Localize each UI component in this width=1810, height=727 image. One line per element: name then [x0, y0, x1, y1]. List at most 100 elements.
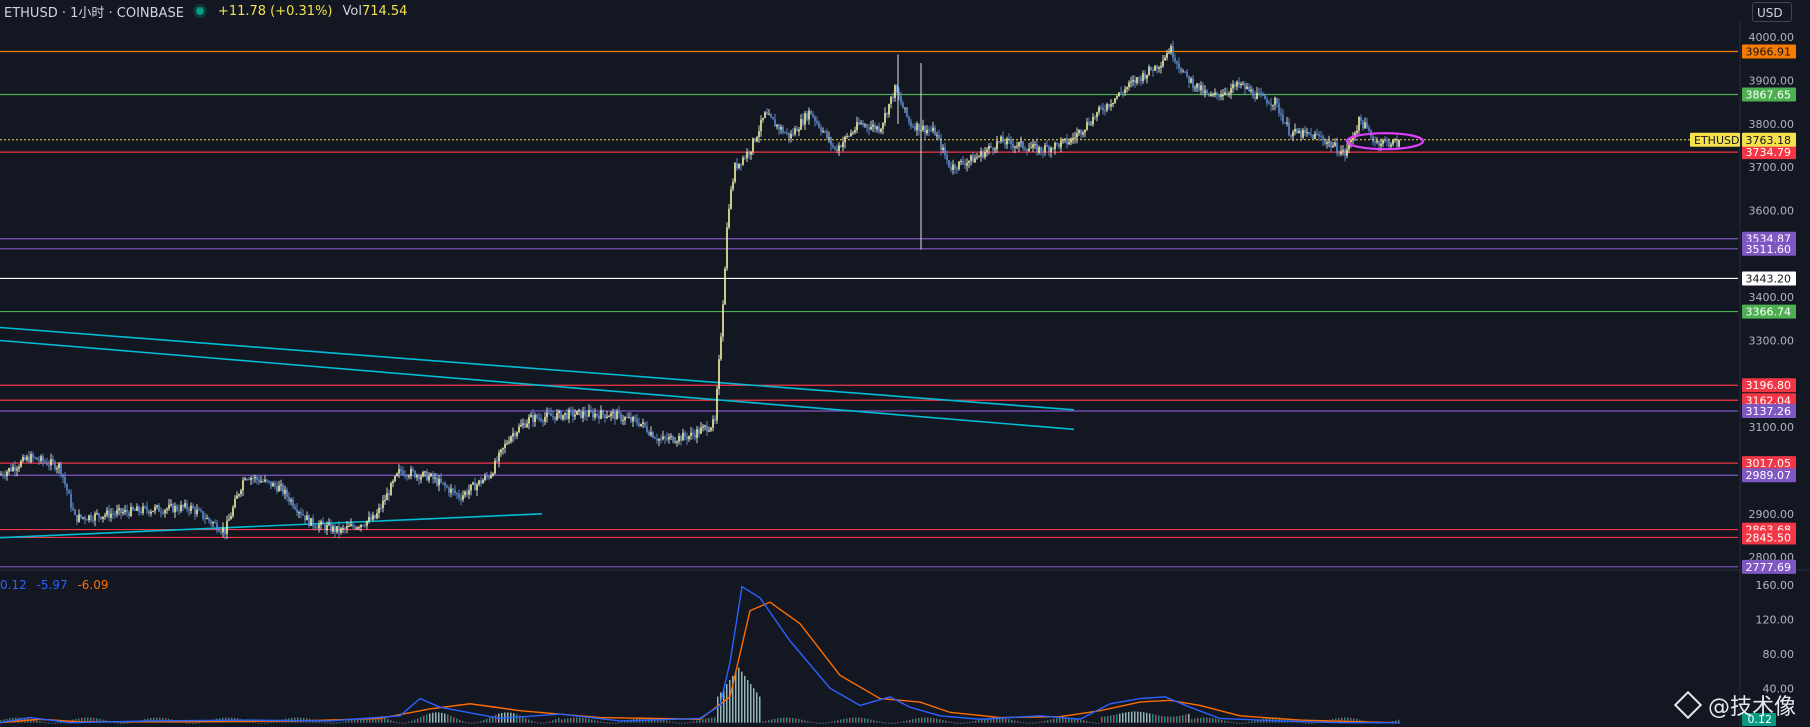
histogram-bar	[870, 719, 872, 723]
candle-body	[1196, 83, 1198, 88]
histogram-bar	[1338, 717, 1340, 723]
candle-body	[680, 435, 682, 441]
candle-body	[464, 491, 466, 496]
candle-body	[712, 419, 714, 428]
candle-body	[1312, 134, 1314, 139]
candle-body	[156, 505, 158, 507]
symbol-title[interactable]: ETHUSD · 1小时 · COINBASE	[4, 5, 184, 21]
histogram-bar	[1002, 718, 1004, 723]
histogram-bar	[447, 714, 449, 723]
histogram-bar	[1068, 717, 1070, 723]
currency-select[interactable]: USD	[1752, 2, 1792, 22]
histogram-bar	[822, 722, 824, 724]
candle-body	[72, 507, 74, 510]
candle-body	[174, 506, 176, 513]
histogram-bar	[618, 722, 620, 724]
candle-body	[1182, 71, 1184, 73]
oscillator-tick-label: 120.00	[1756, 613, 1795, 626]
candle-body	[1278, 103, 1280, 114]
candle-body	[1272, 104, 1274, 106]
candle-body	[546, 412, 548, 418]
candle-body	[744, 157, 746, 159]
candle-body	[940, 138, 942, 150]
candle-body	[454, 490, 456, 494]
candle-body	[1086, 121, 1088, 130]
candle-body	[272, 483, 274, 487]
candle-body	[590, 410, 592, 412]
histogram-bar	[1071, 717, 1073, 723]
histogram-bar	[825, 722, 827, 724]
candle-body	[894, 85, 896, 99]
candle-body	[910, 121, 912, 127]
candle-body	[394, 476, 396, 482]
candle-body	[1336, 142, 1338, 154]
candle-body	[212, 522, 214, 524]
histogram-bar	[1122, 712, 1124, 723]
candle-body	[1092, 116, 1094, 125]
candle-body	[802, 119, 804, 125]
candle-body	[372, 515, 374, 520]
candle-body	[834, 146, 836, 149]
candle-body	[1258, 92, 1260, 94]
candle-body	[944, 147, 946, 156]
histogram-bar	[963, 722, 965, 724]
candle-body	[1230, 88, 1232, 94]
candle-body	[102, 516, 104, 519]
histogram-bar	[156, 717, 158, 723]
candle-body	[294, 506, 296, 510]
candle-body	[842, 142, 844, 148]
candle-body	[722, 304, 724, 337]
histogram-bar	[129, 722, 131, 724]
candle-body	[1334, 142, 1336, 146]
candle-body	[814, 116, 816, 121]
histogram-bar	[1314, 722, 1316, 724]
candle-body	[652, 432, 654, 438]
candle-body	[568, 409, 570, 419]
histogram-bar	[264, 722, 266, 724]
candle-body	[170, 504, 172, 506]
candle-body	[690, 432, 692, 437]
candle-body	[1386, 140, 1388, 142]
candle-body	[520, 424, 522, 427]
candle-body	[876, 126, 878, 130]
candle-body	[1256, 92, 1258, 100]
candle-body	[1306, 132, 1308, 134]
histogram-bar	[690, 721, 692, 723]
candle-body	[816, 120, 818, 123]
histogram-bar	[1191, 719, 1193, 723]
histogram-bar	[1311, 722, 1313, 724]
candle-body	[1100, 107, 1102, 109]
candle-body	[112, 513, 114, 515]
candle-body	[696, 429, 698, 438]
candle-body	[1102, 107, 1104, 111]
candle-body	[70, 493, 72, 508]
candle-body	[206, 517, 208, 520]
histogram-bar	[81, 717, 83, 723]
candle-body	[616, 411, 618, 420]
candle-body	[1000, 136, 1002, 142]
histogram-bar	[1185, 714, 1187, 723]
histogram-bar	[750, 684, 752, 723]
histogram-bar	[417, 718, 419, 723]
histogram-bar	[30, 719, 32, 723]
histogram-bar	[60, 722, 62, 724]
histogram-bar	[483, 720, 485, 723]
candle-body	[1006, 138, 1008, 145]
histogram-bar	[1050, 719, 1052, 723]
candle-body	[582, 411, 584, 418]
histogram-bar	[93, 717, 95, 723]
candle-body	[1176, 61, 1178, 64]
candle-body	[100, 516, 102, 519]
candle-body	[562, 414, 564, 420]
candle-body	[402, 470, 404, 476]
candle-body	[1142, 73, 1144, 82]
candle-body	[364, 525, 366, 527]
histogram-bar	[372, 717, 374, 723]
candle-body	[68, 490, 70, 494]
candle-body	[856, 122, 858, 131]
candle-body	[784, 132, 786, 134]
candle-body	[210, 520, 212, 524]
histogram-bar	[405, 722, 407, 724]
price-tick-label: 2900.00	[1749, 508, 1795, 521]
